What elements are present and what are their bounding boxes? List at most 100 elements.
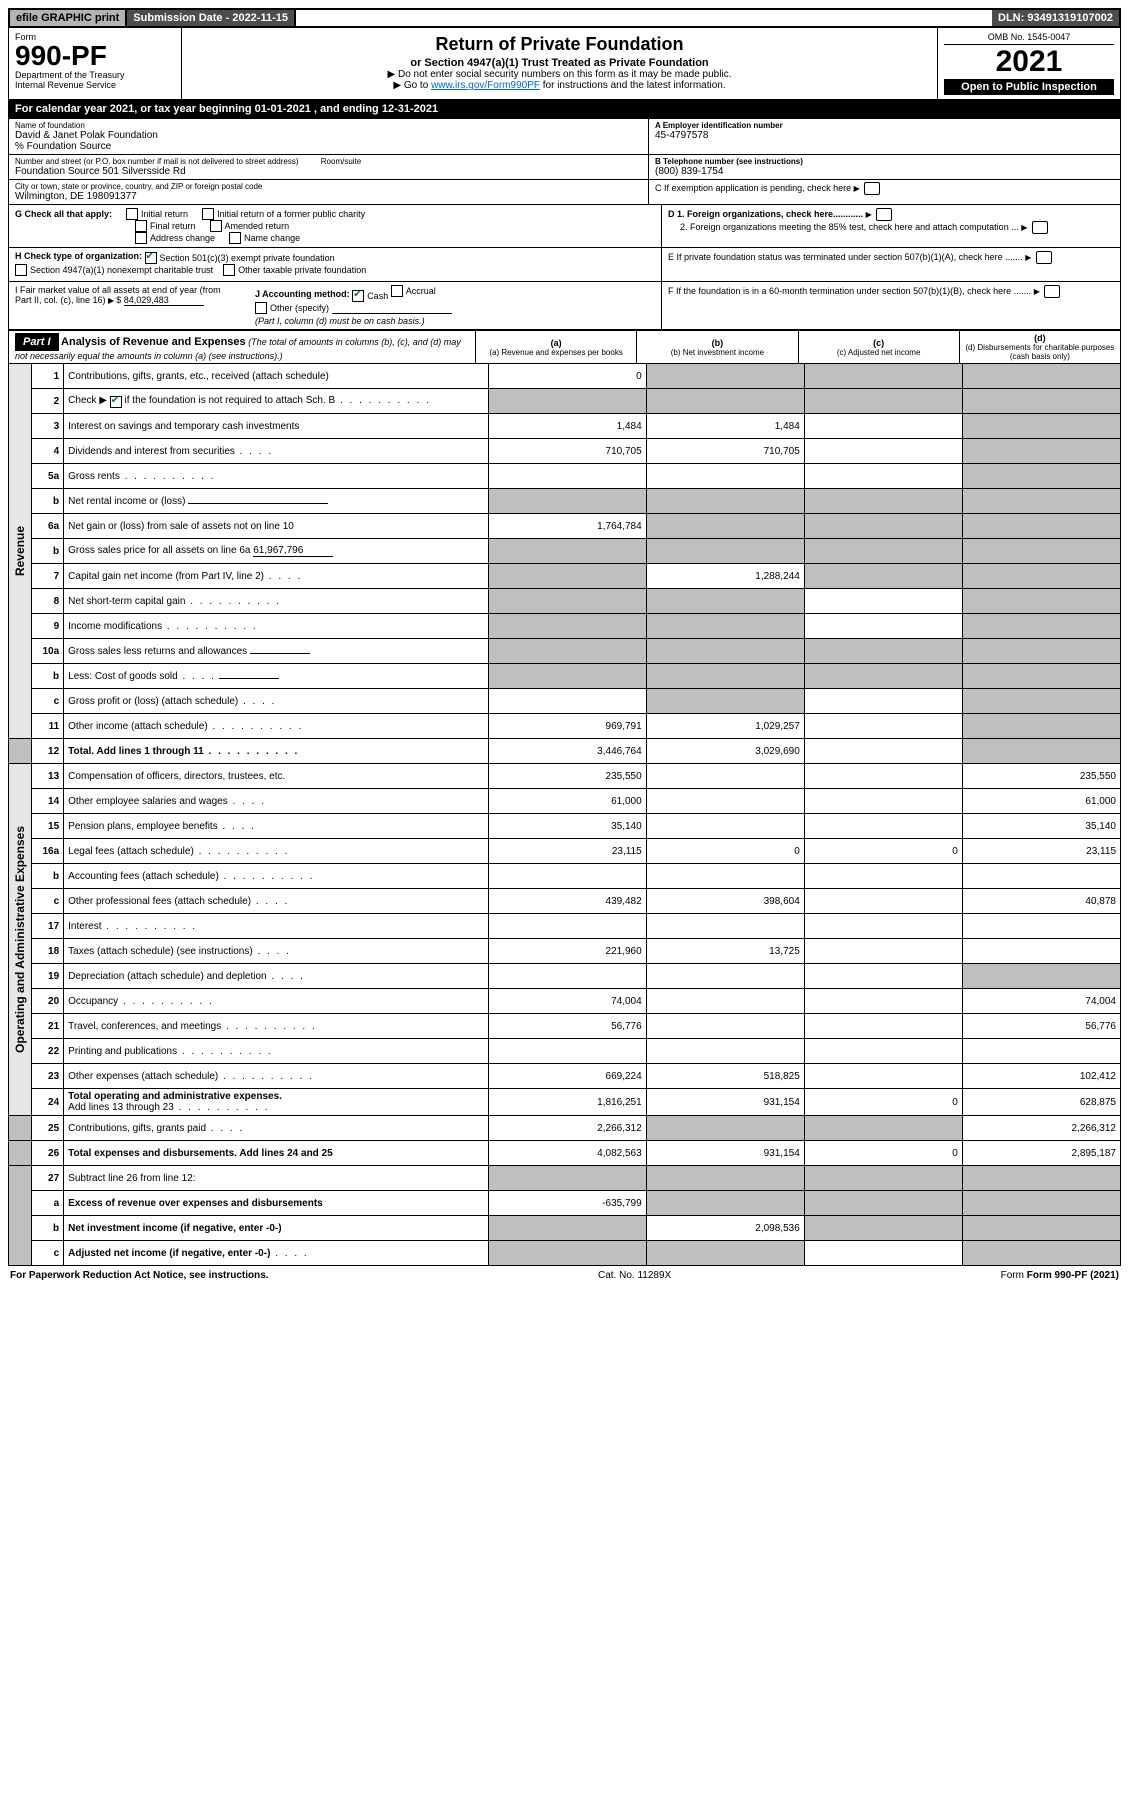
row-3: 3 Interest on savings and temporary cash…: [9, 414, 1121, 439]
instruction-2: ▶ Go to www.irs.gov/Form990PF for instru…: [188, 80, 931, 91]
instruction-1: ▶ Do not enter social security numbers o…: [188, 69, 931, 80]
address-cell: Number and street (or P.O. box number if…: [9, 155, 649, 180]
schb-checkbox[interactable]: [110, 396, 122, 408]
g-final-return-checkbox[interactable]: [135, 220, 147, 232]
d1-checkbox[interactable]: [876, 208, 892, 221]
row-6a: 6a Net gain or (loss) from sale of asset…: [9, 514, 1121, 539]
row-21: 21 Travel, conferences, and meetings 56,…: [9, 1014, 1121, 1039]
submission-date: Submission Date - 2022-11-15: [127, 10, 296, 26]
row-7: 7 Capital gain net income (from Part IV,…: [9, 564, 1121, 589]
revenue-tab: Revenue: [13, 522, 27, 580]
j-cash-checkbox[interactable]: [352, 290, 364, 302]
instructions-link[interactable]: www.irs.gov/Form990PF: [431, 80, 540, 91]
row-27a: a Excess of revenue over expenses and di…: [9, 1191, 1121, 1216]
g-name-change-checkbox[interactable]: [229, 232, 241, 244]
col-d-header: (d)(d) Disbursements for charitable purp…: [959, 331, 1120, 363]
row-16a: 16a Legal fees (attach schedule) 23,115 …: [9, 839, 1121, 864]
row-2: 2 Check ▶ if the foundation is not requi…: [9, 389, 1121, 414]
col-c-header: (c)(c) Adjusted net income: [798, 331, 959, 363]
section-g-h: G Check all that apply: Initial return I…: [8, 205, 1121, 248]
j-accrual-checkbox[interactable]: [391, 285, 403, 297]
h-4947-checkbox[interactable]: [15, 264, 27, 276]
f-checkbox[interactable]: [1044, 285, 1060, 298]
row-16b: b Accounting fees (attach schedule): [9, 864, 1121, 889]
row-26: 26 Total expenses and disbursements. Add…: [9, 1141, 1121, 1166]
row-11: 11 Other income (attach schedule) 969,79…: [9, 714, 1121, 739]
city-cell: City or town, state or province, country…: [9, 180, 649, 205]
part1-label: Part I: [15, 333, 59, 351]
row-13: Operating and Administrative Expenses 13…: [9, 764, 1121, 789]
c-pending-cell: C If exemption application is pending, c…: [649, 180, 1120, 205]
row-12: 12 Total. Add lines 1 through 11 3,446,7…: [9, 739, 1121, 764]
spacer: [296, 10, 992, 26]
row-27b: b Net investment income (if negative, en…: [9, 1216, 1121, 1241]
form-number-block: Form 990-PF Department of the Treasury I…: [9, 28, 182, 99]
fmv-value: 84,029,483: [124, 295, 204, 306]
footer-right: Form Form 990-PF (2021): [1001, 1270, 1119, 1281]
calendar-year-bar: For calendar year 2021, or tax year begi…: [8, 100, 1121, 119]
row-5a: 5a Gross rents: [9, 464, 1121, 489]
form-title-block: Return of Private Foundation or Section …: [182, 28, 938, 99]
row-19: 19 Depreciation (attach schedule) and de…: [9, 964, 1121, 989]
e-checkbox[interactable]: [1036, 251, 1052, 264]
omb-number: OMB No. 1545-0047: [944, 32, 1114, 45]
row-22: 22 Printing and publications: [9, 1039, 1121, 1064]
part1-header: Part I Analysis of Revenue and Expenses …: [8, 330, 1121, 364]
g-row: G Check all that apply: Initial return I…: [15, 208, 655, 220]
g-amended-checkbox[interactable]: [210, 220, 222, 232]
row-5b: b Net rental income or (loss): [9, 489, 1121, 514]
telephone-cell: B Telephone number (see instructions) (8…: [649, 155, 1120, 180]
foundation-name-cell: Name of foundation David & Janet Polak F…: [9, 119, 649, 155]
form-title: Return of Private Foundation: [188, 34, 931, 55]
j-other-checkbox[interactable]: [255, 302, 267, 314]
g-address-change-checkbox[interactable]: [135, 232, 147, 244]
page-footer: For Paperwork Reduction Act Notice, see …: [8, 1266, 1121, 1285]
section-h: H Check type of organization: Section 50…: [8, 248, 1121, 282]
d-foreign-cell: D 1. Foreign organizations, check here..…: [662, 205, 1120, 247]
row-6b: b Gross sales price for all assets on li…: [9, 539, 1121, 564]
row-23: 23 Other expenses (attach schedule) 669,…: [9, 1064, 1121, 1089]
row-8: 8 Net short-term capital gain: [9, 589, 1121, 614]
row-4: 4 Dividends and interest from securities…: [9, 439, 1121, 464]
row-10c: c Gross profit or (loss) (attach schedul…: [9, 689, 1121, 714]
year-block: OMB No. 1545-0047 2021 Open to Public In…: [938, 28, 1120, 99]
form-header: Form 990-PF Department of the Treasury I…: [8, 28, 1121, 100]
footer-left: For Paperwork Reduction Act Notice, see …: [10, 1270, 269, 1281]
row-1: Revenue 1 Contributions, gifts, grants, …: [9, 364, 1121, 389]
dln: DLN: 93491319107002: [992, 10, 1119, 26]
col-b-header: (b)(b) Net investment income: [636, 331, 797, 363]
row-18: 18 Taxes (attach schedule) (see instruct…: [9, 939, 1121, 964]
row-25: 25 Contributions, gifts, grants paid 2,2…: [9, 1116, 1121, 1141]
row-20: 20 Occupancy 74,004 74,004: [9, 989, 1121, 1014]
tax-year: 2021: [944, 45, 1114, 79]
section-i-j: I Fair market value of all assets at end…: [8, 282, 1121, 330]
top-bar: efile GRAPHIC print Submission Date - 20…: [8, 8, 1121, 28]
row-17: 17 Interest: [9, 914, 1121, 939]
h-501c3-checkbox[interactable]: [145, 252, 157, 264]
row-15: 15 Pension plans, employee benefits 35,1…: [9, 814, 1121, 839]
row-24: 24 Total operating and administrative ex…: [9, 1089, 1121, 1116]
form-subtitle: or Section 4947(a)(1) Trust Treated as P…: [188, 57, 931, 69]
ein-cell: A Employer identification number 45-4797…: [649, 119, 1120, 155]
opadmin-tab: Operating and Administrative Expenses: [13, 822, 27, 1057]
footer-mid: Cat. No. 11289X: [598, 1270, 671, 1281]
efile-label: efile GRAPHIC print: [10, 10, 127, 26]
e-terminated-cell: E If private foundation status was termi…: [662, 248, 1120, 281]
row-10b: b Less: Cost of goods sold: [9, 664, 1121, 689]
h-other-taxable-checkbox[interactable]: [223, 264, 235, 276]
row-9: 9 Income modifications: [9, 614, 1121, 639]
open-public: Open to Public Inspection: [944, 79, 1114, 95]
f-termination-cell: F If the foundation is in a 60-month ter…: [662, 282, 1120, 329]
part1-table: Revenue 1 Contributions, gifts, grants, …: [8, 364, 1121, 1266]
row-27: 27 Subtract line 26 from line 12:: [9, 1166, 1121, 1191]
col-a-header: (a)(a) Revenue and expenses per books: [475, 331, 636, 363]
row-14: 14 Other employee salaries and wages 61,…: [9, 789, 1121, 814]
g-initial-former-checkbox[interactable]: [202, 208, 214, 220]
d2-checkbox[interactable]: [1032, 221, 1048, 234]
c-checkbox[interactable]: [864, 182, 880, 195]
g-initial-return-checkbox[interactable]: [126, 208, 138, 220]
row-27c: c Adjusted net income (if negative, ente…: [9, 1241, 1121, 1266]
row-10a: 10a Gross sales less returns and allowan…: [9, 639, 1121, 664]
row-16c: c Other professional fees (attach schedu…: [9, 889, 1121, 914]
id-section: Name of foundation David & Janet Polak F…: [8, 119, 1121, 205]
